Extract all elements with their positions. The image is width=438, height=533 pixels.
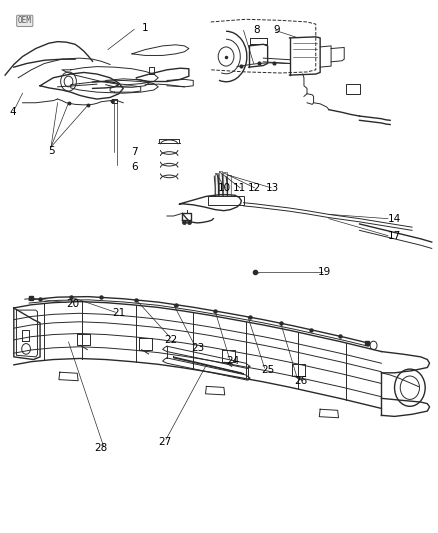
FancyBboxPatch shape xyxy=(218,171,222,199)
Text: 13: 13 xyxy=(265,183,278,193)
FancyBboxPatch shape xyxy=(345,84,359,94)
Text: 1: 1 xyxy=(141,23,148,34)
FancyBboxPatch shape xyxy=(214,173,218,199)
Text: 14: 14 xyxy=(387,214,400,224)
Text: 21: 21 xyxy=(112,308,125,318)
Text: 22: 22 xyxy=(164,335,177,345)
Text: 10: 10 xyxy=(217,183,230,193)
FancyBboxPatch shape xyxy=(223,172,226,199)
Text: 7: 7 xyxy=(131,147,137,157)
Text: OEM: OEM xyxy=(18,17,32,26)
Text: 12: 12 xyxy=(247,183,261,193)
Text: 4: 4 xyxy=(10,107,16,117)
Text: 25: 25 xyxy=(261,365,274,375)
FancyBboxPatch shape xyxy=(208,196,244,205)
Text: 5: 5 xyxy=(48,146,54,156)
Text: 23: 23 xyxy=(191,343,204,353)
Text: 24: 24 xyxy=(226,356,239,366)
Text: 20: 20 xyxy=(66,298,79,309)
Text: 11: 11 xyxy=(232,183,245,193)
Text: 27: 27 xyxy=(158,437,171,447)
Text: 6: 6 xyxy=(131,161,137,172)
Text: 28: 28 xyxy=(95,443,108,453)
Text: 26: 26 xyxy=(293,376,307,386)
Text: 8: 8 xyxy=(253,26,259,36)
Text: 9: 9 xyxy=(272,26,279,36)
FancyBboxPatch shape xyxy=(227,174,230,199)
Text: 19: 19 xyxy=(317,267,330,277)
Text: 17: 17 xyxy=(387,231,400,241)
